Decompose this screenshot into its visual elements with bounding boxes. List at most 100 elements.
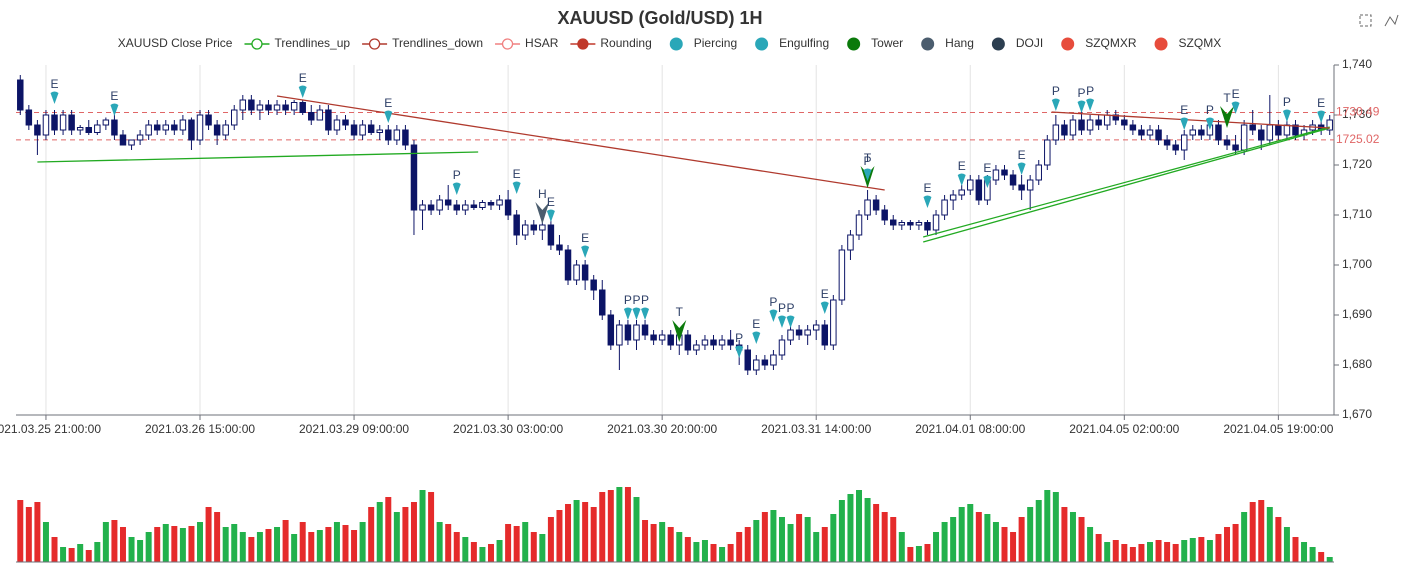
candle-body xyxy=(1155,129,1162,141)
candle-body xyxy=(1061,124,1068,136)
volume-bar xyxy=(710,544,717,562)
volume-bar xyxy=(60,547,67,562)
candle-body xyxy=(479,202,486,208)
volume-bar xyxy=(958,507,965,562)
signal-marker xyxy=(1317,110,1326,123)
volume-bar xyxy=(1052,492,1059,562)
volume-bar xyxy=(761,512,768,562)
candle-body xyxy=(864,199,871,216)
volume-bar xyxy=(813,532,820,562)
signal-marker xyxy=(672,320,687,342)
signal-marker xyxy=(1205,117,1214,130)
volume-bar xyxy=(838,500,845,562)
signal-marker xyxy=(1077,100,1086,113)
candle-body xyxy=(915,222,923,226)
volume-bar xyxy=(1095,534,1102,562)
volume-bar xyxy=(299,522,306,562)
candle-body xyxy=(462,204,469,211)
candle-body xyxy=(205,114,212,126)
signal-label: E xyxy=(581,231,589,245)
signal-label: E xyxy=(513,167,521,181)
candle-body xyxy=(350,124,358,136)
volume-bar xyxy=(907,547,914,562)
candle-body xyxy=(556,244,563,251)
volume-bar xyxy=(975,512,982,562)
candle-body xyxy=(1283,124,1291,136)
y-tick-label: 1,730 xyxy=(1342,107,1372,121)
candle-body xyxy=(453,204,460,211)
volume-bar xyxy=(1146,542,1153,562)
volume-bar xyxy=(102,522,109,562)
volume-bar xyxy=(1224,527,1231,562)
volume-bar xyxy=(736,532,743,562)
candle-body xyxy=(701,339,709,346)
volume-bar xyxy=(1292,537,1299,562)
candle-body xyxy=(487,202,495,206)
candle-body xyxy=(17,79,24,111)
volume-bar xyxy=(470,542,477,562)
volume-bar xyxy=(1309,547,1316,562)
candle-body xyxy=(76,127,84,131)
volume-bar xyxy=(1069,512,1076,562)
candle-body xyxy=(830,299,837,346)
restore-icon[interactable] xyxy=(1384,14,1399,27)
legend-label: SZQMXR xyxy=(1085,36,1137,50)
candle-body xyxy=(34,124,41,136)
legend-label: Rounding xyxy=(600,36,651,50)
signal-label: T xyxy=(1223,91,1231,105)
candle-body xyxy=(111,119,118,136)
volume-bar xyxy=(1155,540,1162,562)
legend-icon xyxy=(577,38,589,50)
volume-bar xyxy=(1215,534,1222,562)
signal-label: P xyxy=(735,331,743,345)
signal-marker xyxy=(641,307,650,320)
candle-body xyxy=(119,134,127,146)
candle-body xyxy=(812,324,820,331)
signal-marker xyxy=(786,315,795,328)
volume-bar xyxy=(1087,527,1094,562)
candle-body xyxy=(325,109,332,131)
volume-bar xyxy=(1275,517,1282,562)
candle-body xyxy=(179,119,187,131)
signal-marker xyxy=(384,110,393,123)
trendline xyxy=(276,95,885,191)
candle-body xyxy=(367,124,375,133)
candle-body xyxy=(85,127,92,133)
volume-bar xyxy=(291,534,298,562)
volume-bar xyxy=(676,532,683,562)
legend-label: Hang xyxy=(945,36,974,50)
toolbox[interactable] xyxy=(1359,14,1399,27)
signal-label: E xyxy=(1180,103,1188,117)
candle-body xyxy=(1258,129,1265,141)
volume-bar xyxy=(111,520,118,562)
volume-bar xyxy=(333,522,340,562)
volume-bar xyxy=(856,490,863,562)
candle-body xyxy=(539,224,546,231)
volume-bar xyxy=(496,540,503,562)
volume-bar xyxy=(727,544,734,562)
volume-bar xyxy=(624,487,631,562)
volume-bar xyxy=(419,490,426,562)
x-tick-label: 2021.04.05 19:00:00 xyxy=(1223,422,1333,436)
volume-bar xyxy=(205,507,212,562)
candle-body xyxy=(787,329,794,341)
volume-bar xyxy=(445,524,452,562)
candle-body xyxy=(641,324,649,336)
volume-bar xyxy=(265,529,272,562)
volume-bar xyxy=(513,526,520,562)
candle-body xyxy=(419,204,426,211)
candle-body xyxy=(239,99,247,111)
legend-icon xyxy=(501,38,514,50)
volume-bar xyxy=(308,532,315,562)
candle-body xyxy=(273,104,281,111)
y-tick-label: 1,720 xyxy=(1342,157,1372,171)
volume-bar xyxy=(85,550,92,562)
signal-marker xyxy=(1086,98,1095,111)
volume-bar xyxy=(137,540,144,562)
zoom-icon[interactable] xyxy=(1359,14,1372,27)
candle-body xyxy=(299,102,306,113)
candle-body xyxy=(25,109,33,126)
volume-bar xyxy=(565,504,572,562)
y-tick-label: 1,700 xyxy=(1342,257,1372,271)
